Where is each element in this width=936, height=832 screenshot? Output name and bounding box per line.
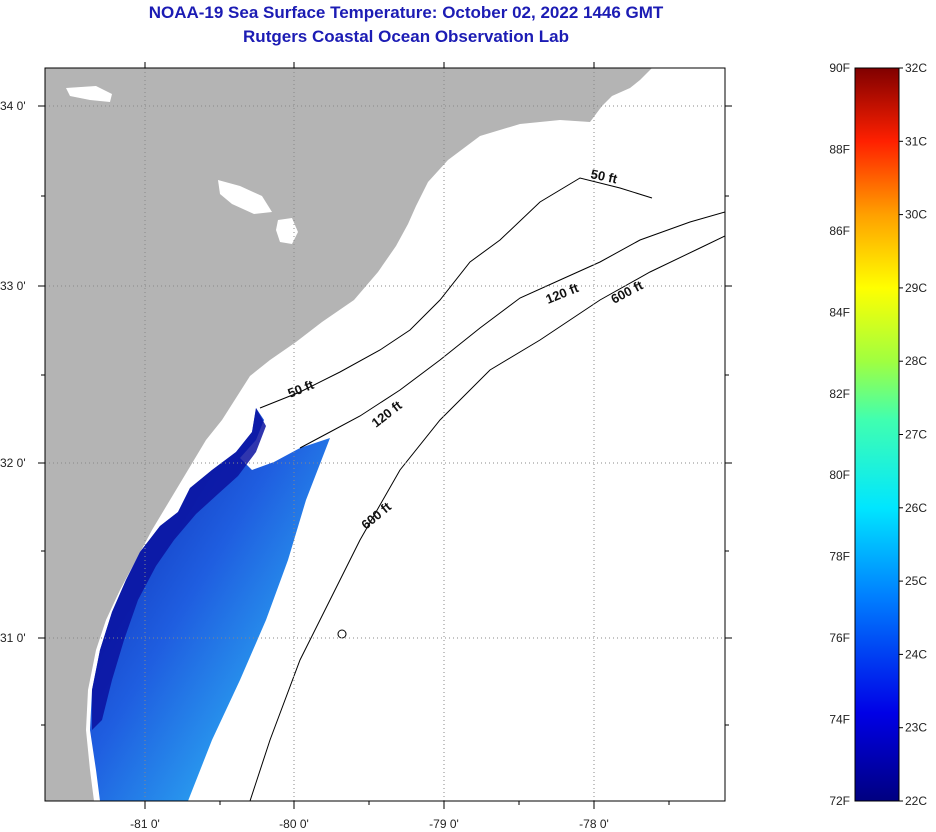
colorbar-f-label: 88F: [829, 142, 850, 156]
colorbar-c-label: 29C: [905, 281, 927, 295]
colorbar-c-label: 26C: [905, 501, 927, 515]
contour-50ft: [259, 177, 653, 409]
colorbar-f-label: 74F: [829, 713, 850, 727]
lat-label-31: 31 0': [0, 631, 26, 645]
colorbar-f-label: 86F: [829, 224, 850, 238]
colorbar-f-label: 72F: [829, 794, 850, 808]
colorbar: [854, 67, 900, 802]
contour-600ft: [249, 235, 725, 801]
chart-subtitle: Rutgers Coastal Ocean Observation Lab: [243, 27, 569, 46]
colorbar-f-label: 90F: [829, 61, 850, 75]
colorbar-f-label: 76F: [829, 631, 850, 645]
lat-label-32: 32 0': [0, 456, 26, 470]
colorbar-c-label: 31C: [905, 134, 927, 148]
map-panel: 50 ft 120 ft 600 ft 50 ft 120 ft 600 ft: [45, 68, 725, 801]
lon-label-79: -79 0': [429, 817, 459, 831]
colorbar-f-label: 84F: [829, 305, 850, 319]
lon-label-78: -78 0': [579, 817, 609, 831]
chart-title: NOAA-19 Sea Surface Temperature: October…: [148, 3, 664, 22]
land-mass: [45, 68, 652, 801]
lat-label-34: 34 0': [0, 99, 26, 113]
colorbar-f-label: 78F: [829, 550, 850, 564]
graticule: [45, 68, 725, 801]
colorbar-c-label: 32C: [905, 61, 927, 75]
colorbar-c-label: 25C: [905, 574, 927, 588]
colorbar-c-label: 24C: [905, 647, 927, 661]
colorbar-c-label: 28C: [905, 354, 927, 368]
colorbar-f-label: 80F: [829, 468, 850, 482]
contour-label-50ft-b: 50 ft: [589, 166, 619, 186]
lat-label-33: 33 0': [0, 279, 26, 293]
colorbar-c-label: 30C: [905, 208, 927, 222]
map-frame: [44, 67, 726, 802]
colorbar-c-label: 23C: [905, 721, 927, 735]
colorbar-c-label: 27C: [905, 428, 927, 442]
contour-120ft: [299, 211, 725, 449]
inland-water: [218, 180, 272, 214]
lon-label-81: -81 0': [130, 817, 160, 831]
colorbar-c-label: 22C: [905, 794, 927, 808]
lon-label-80: -80 0': [279, 817, 309, 831]
sst-swath: [90, 408, 330, 801]
colorbar-f-label: 82F: [829, 387, 850, 401]
isobath-contours: [249, 177, 725, 801]
axis-ticks: [38, 62, 732, 809]
colorbar-labels: 90F 88F 86F 84F 82F 80F 78F 76F 74F 72F 32C 31C 30C 2…: [829, 61, 927, 808]
